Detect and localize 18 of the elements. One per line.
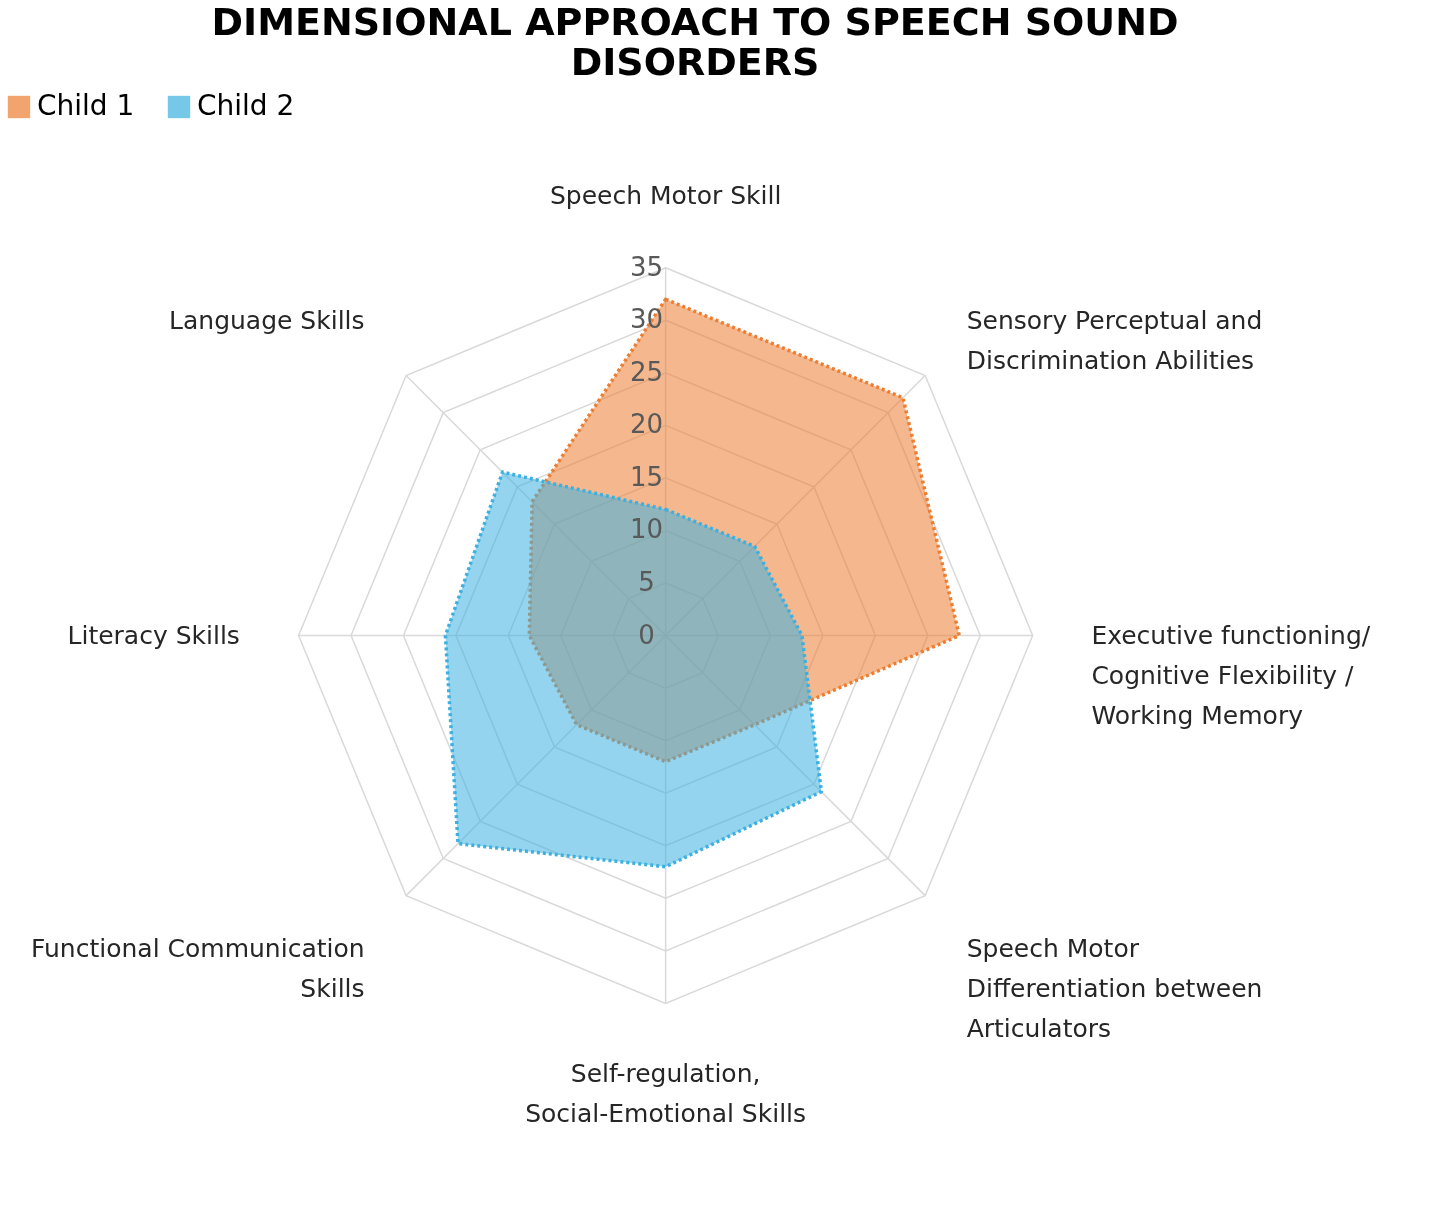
legend-label: Child 1 [37, 89, 135, 122]
spoke-label: Functional Communication Skills [31, 934, 365, 1004]
chart-title: DIMENSIONAL APPROACH TO SPEECH SOUND DISORDERS [211, 0, 1179, 84]
spoke-label: Speech Motor Differentiation between Articulators [966, 934, 1263, 1044]
spoke-label: Speech Motor Skill [549, 180, 782, 210]
y-tick-label: 20 [630, 409, 664, 440]
y-tick-label: 10 [630, 514, 664, 545]
y-tick-label: 5 [638, 567, 655, 598]
spoke-label: Language Skills [169, 305, 365, 335]
spoke-label: Executive functioning/ Cognitive Flexibility / Working Memory [1091, 620, 1371, 730]
y-tick-label: 35 [630, 251, 664, 282]
y-tick-label: 15 [630, 461, 664, 492]
y-tick-label: 25 [630, 356, 664, 387]
spoke-label: Sensory Perceptual and Discrimination Abilities [966, 305, 1263, 375]
y-tick-label: 0 [638, 619, 655, 650]
legend-label: Child 2 [197, 89, 295, 122]
spoke-label: Self-regulation, Social-Emotional Skills [525, 1059, 807, 1129]
spoke-label: Literacy Skills [67, 620, 240, 650]
